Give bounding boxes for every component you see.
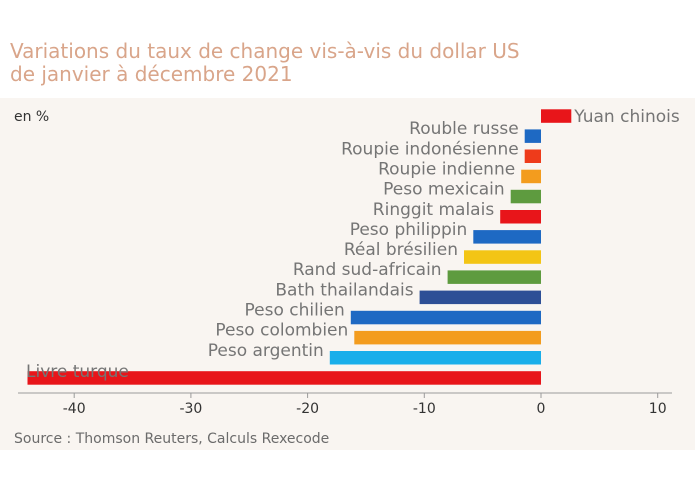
category-label: Ringgit malais — [373, 200, 495, 220]
source-note: Source : Thomson Reuters, Calculs Rexeco… — [14, 431, 330, 447]
bar-10 — [419, 290, 541, 305]
category-label: Peso colombien — [215, 321, 348, 341]
category-label: Roupie indonésienne — [341, 139, 519, 159]
chart-title-line1: Variations du taux de change vis-à-vis d… — [10, 39, 520, 63]
category-label: Peso argentin — [208, 341, 324, 361]
category-label: Bath thailandais — [275, 280, 413, 300]
x-tick-label: 10 — [649, 401, 667, 417]
bar-2 — [524, 129, 541, 143]
bar-1 — [541, 109, 572, 123]
x-tick-label: -40 — [63, 401, 86, 417]
category-label: Réal brésilien — [344, 240, 458, 260]
bar-13 — [329, 351, 541, 365]
chart-title-line2: de janvier à décembre 2021 — [10, 62, 293, 86]
bar-6 — [500, 210, 541, 224]
bar-7 — [473, 230, 541, 244]
chart-title: Variations du taux de change vis-à-vis d… — [10, 40, 610, 86]
x-tick-label: 0 — [537, 401, 546, 417]
bar-5 — [510, 189, 541, 204]
category-label: Roupie indienne — [378, 159, 515, 179]
category-label: Rand sud-africain — [293, 260, 442, 280]
bar-3 — [524, 149, 541, 163]
unit-label: en % — [14, 109, 49, 125]
category-label: Peso philippin — [350, 220, 468, 240]
category-label: Peso chilien — [245, 301, 345, 321]
bar-4 — [521, 169, 541, 184]
x-tick-label: -10 — [413, 401, 436, 417]
bar-9 — [447, 270, 541, 284]
bar-11 — [350, 310, 541, 325]
chart-panel: en % Yuan chinois Rouble russe Roupie indon… — [0, 98, 695, 450]
bar-12 — [354, 330, 541, 345]
category-label: Yuan chinois — [573, 107, 680, 127]
bar-8 — [464, 250, 541, 264]
bar-14 — [27, 371, 541, 385]
x-tick-label: -20 — [296, 401, 319, 417]
x-tick-label: -30 — [179, 401, 202, 417]
category-label: Rouble russe — [409, 119, 519, 139]
category-label: Peso mexicain — [383, 180, 505, 200]
category-label: Livre turque — [26, 362, 129, 382]
